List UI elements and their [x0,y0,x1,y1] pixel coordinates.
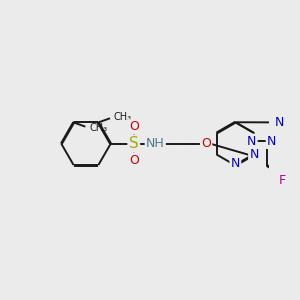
Text: O: O [201,137,211,150]
Text: NH: NH [146,137,165,150]
Text: O: O [129,154,139,167]
Text: S: S [129,136,139,151]
Text: N: N [247,135,256,148]
Text: N: N [231,157,240,170]
Text: N: N [267,135,276,148]
Text: O: O [129,120,139,134]
Text: N: N [249,148,259,161]
Text: F: F [279,174,286,187]
Text: CH₃: CH₃ [89,123,107,133]
Text: CH₃: CH₃ [114,112,132,122]
Text: N: N [274,116,284,129]
